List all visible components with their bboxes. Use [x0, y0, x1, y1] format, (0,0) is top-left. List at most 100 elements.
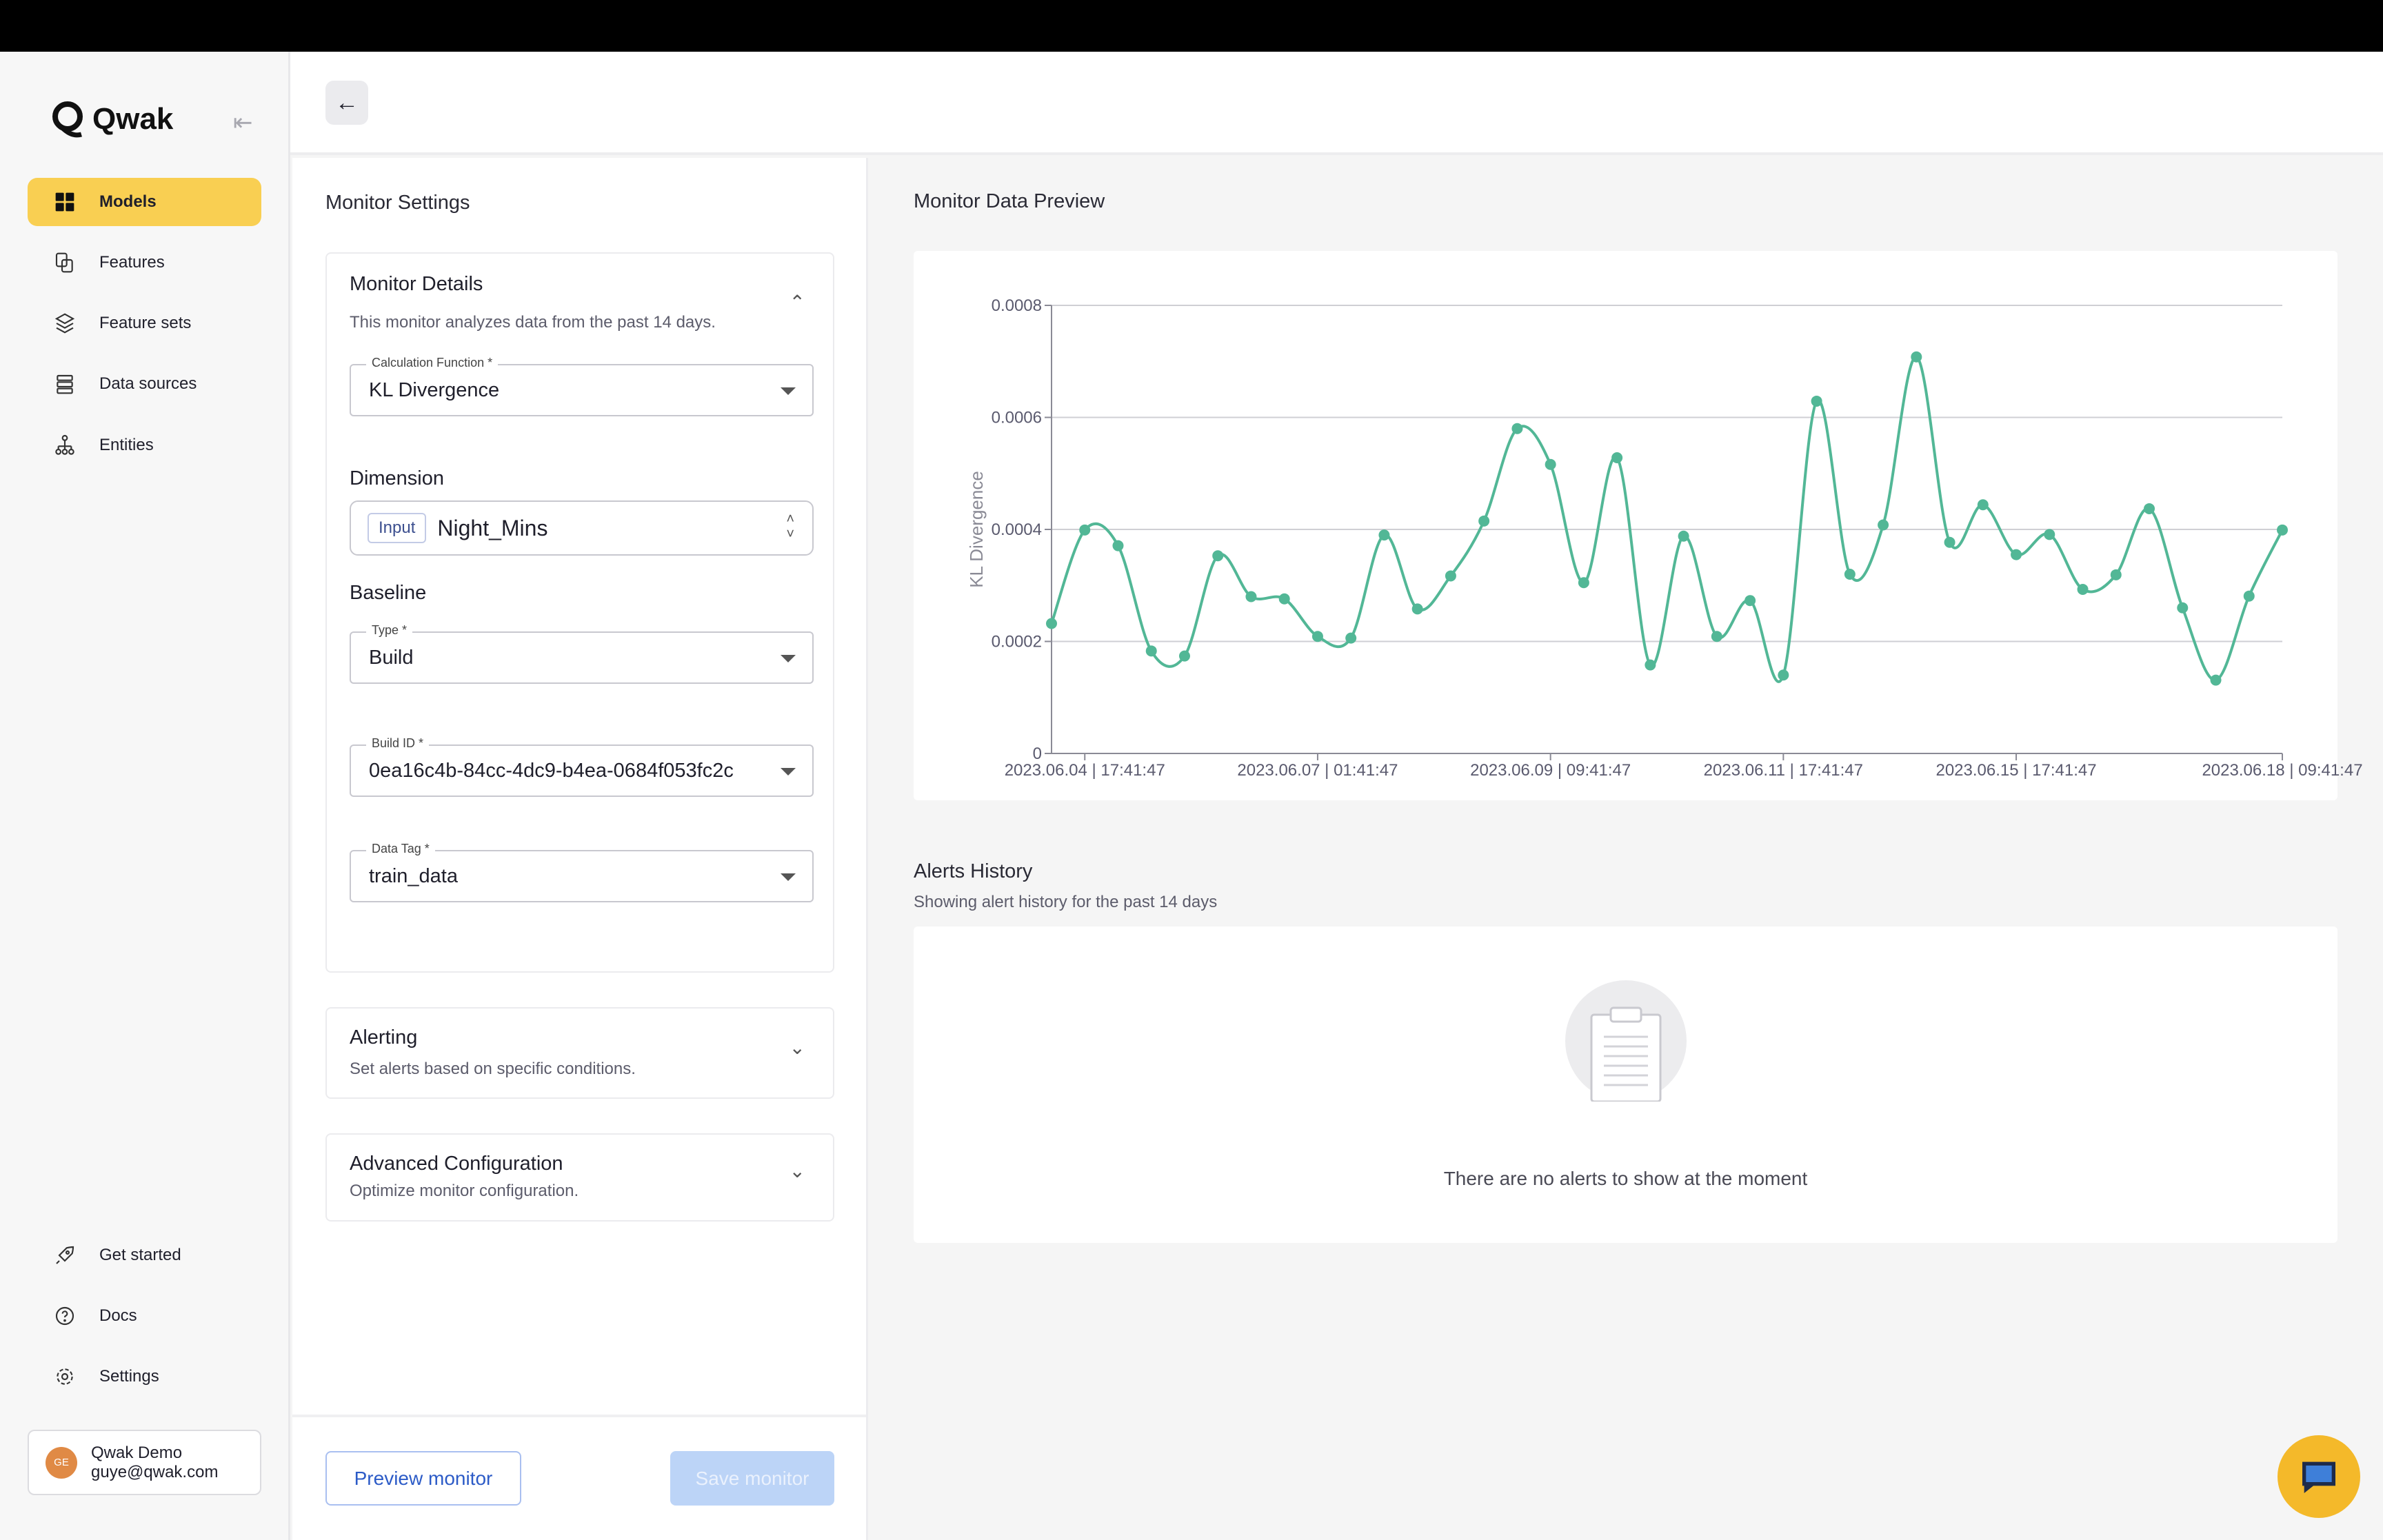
data-point [1278, 593, 1290, 605]
save-monitor-button[interactable]: Save monitor [670, 1451, 834, 1506]
data-point [1378, 529, 1390, 541]
settings-title: Monitor Settings [325, 192, 470, 214]
updown-icon: ˄ ˅ [786, 511, 794, 542]
data-point [2077, 583, 2089, 595]
footer-divider [292, 1415, 866, 1417]
data-point [1545, 458, 1556, 470]
data-point [1678, 530, 1689, 542]
y-tick-label: 0.0006 [992, 409, 1042, 427]
data-point [1445, 570, 1456, 582]
data-point [1578, 577, 1589, 589]
data-point [2144, 503, 2155, 514]
field-label: Data Tag * [366, 842, 435, 856]
data-point [1411, 603, 1423, 615]
top-bar [0, 0, 2383, 52]
y-axis-label: KL Divergence [966, 471, 987, 588]
sidebar-item-data-sources[interactable]: Data sources [28, 360, 261, 408]
data-point [1112, 540, 1124, 551]
chat-icon [2302, 1461, 2335, 1493]
data-point [1811, 395, 1822, 407]
chat-button[interactable] [2278, 1435, 2360, 1518]
chevron-up-icon[interactable]: ⌃ [789, 292, 805, 313]
data-tag-select[interactable]: Data Tag * train_data [350, 842, 814, 902]
calculation-function-select[interactable]: Calculation Function * KL Divergence [350, 356, 814, 416]
type-select[interactable]: Type * Build [350, 623, 814, 684]
caret-down-icon [781, 655, 796, 662]
caret-down-icon [781, 768, 796, 776]
data-point [1145, 645, 1157, 657]
data-point [2277, 524, 2288, 536]
sidebar-item-get-started[interactable]: Get started [28, 1231, 261, 1279]
x-tick-label: 2023.06.09 | 09:41:47 [1470, 761, 1631, 780]
layers-icon [54, 313, 75, 334]
x-tick-label: 2023.06.15 | 17:41:47 [1935, 761, 2096, 780]
input-tag: Input [368, 513, 427, 543]
brand-name: Qwak [92, 102, 174, 136]
select-value: Build [369, 646, 414, 669]
data-point [1345, 632, 1357, 644]
sidebar [0, 52, 290, 1540]
data-point [2210, 674, 2222, 686]
x-tick-label: 2023.06.18 | 09:41:47 [2202, 761, 2362, 780]
sidebar-item-docs[interactable]: Docs [28, 1292, 261, 1340]
data-point [1778, 669, 1789, 681]
build-id-select[interactable]: Build ID * 0ea16c4b-84cc-4dc9-b4ea-0684f… [350, 736, 814, 797]
arrow-left-icon: ← [335, 89, 359, 116]
data-point [1478, 515, 1490, 527]
y-tick-label: 0.0008 [992, 296, 1042, 315]
data-point [1911, 351, 1922, 363]
chevron-down-icon[interactable]: ⌄ [789, 1160, 805, 1182]
rocket-icon [56, 1246, 74, 1264]
data-point [1046, 618, 1057, 629]
clipboard-icon [1565, 980, 1687, 1102]
y-tick-label: 0 [1033, 744, 1042, 763]
data-point [1311, 631, 1323, 642]
monitor-details-subtitle: This monitor analyzes data from the past… [350, 313, 716, 332]
data-point [2177, 602, 2189, 614]
select-value: Night_Mins [437, 515, 548, 540]
data-point [1178, 650, 1190, 662]
dimension-select[interactable]: Input Night_Mins ˄ ˅ [350, 500, 814, 556]
x-tick-label: 2023.06.04 | 17:41:47 [1005, 761, 1165, 780]
advanced-title: Advanced Configuration [350, 1153, 563, 1175]
preview-title: Monitor Data Preview [914, 190, 1105, 212]
sidebar-item-models[interactable]: Models [28, 178, 261, 226]
advanced-configuration-card[interactable]: Advanced Configuration Optimize monitor … [325, 1133, 834, 1222]
sidebar-item-label: Get started [99, 1246, 181, 1264]
alerting-card[interactable]: Alerting Set alerts based on specific co… [325, 1007, 834, 1099]
data-point [1245, 591, 1257, 602]
monitor-details-card: Monitor Details ⌃ This monitor analyzes … [325, 252, 834, 973]
help-circle-icon [55, 1306, 74, 1326]
preview-monitor-button[interactable]: Preview monitor [325, 1451, 521, 1506]
select-value: train_data [369, 864, 458, 887]
data-point [2243, 590, 2255, 602]
select-value: 0ea16c4b-84cc-4dc9-b4ea-0684f053fc2c [369, 759, 734, 782]
sidebar-item-feature-sets[interactable]: Feature sets [28, 299, 261, 347]
data-point [2110, 569, 2122, 580]
sidebar-item-settings[interactable]: Settings [28, 1352, 261, 1401]
sidebar-item-label: Data sources [99, 374, 197, 393]
data-point [2011, 549, 2022, 560]
x-tick-label: 2023.06.07 | 01:41:47 [1237, 761, 1398, 780]
field-label: Type * [366, 623, 413, 638]
data-point [1079, 524, 1091, 536]
sidebar-item-label: Docs [99, 1306, 137, 1325]
sidebar-item-features[interactable]: Features [28, 239, 261, 287]
dimension-label: Dimension [350, 467, 444, 489]
sidebar-item-label: Feature sets [99, 314, 192, 332]
alerting-subtitle: Set alerts based on specific conditions. [350, 1060, 636, 1078]
grid-icon [55, 192, 74, 212]
back-button[interactable]: ← [325, 81, 368, 125]
sidebar-item-entities[interactable]: Entities [28, 421, 261, 469]
user-card[interactable]: GE Qwak Demo guye@qwak.com [28, 1430, 261, 1495]
data-point [1844, 569, 1856, 580]
collapse-sidebar-icon[interactable]: ⇤ [233, 110, 253, 136]
gear-icon [57, 1368, 73, 1385]
chevron-down-icon[interactable]: ⌄ [789, 1037, 805, 1058]
chart-card [914, 251, 2337, 800]
qwak-logo-icon [52, 101, 83, 138]
sidebar-item-label: Settings [99, 1367, 159, 1386]
alerts-empty-message: There are no alerts to show at the momen… [1443, 1168, 1808, 1189]
copy-icon [55, 252, 73, 273]
logo[interactable]: Qwak [51, 100, 173, 139]
